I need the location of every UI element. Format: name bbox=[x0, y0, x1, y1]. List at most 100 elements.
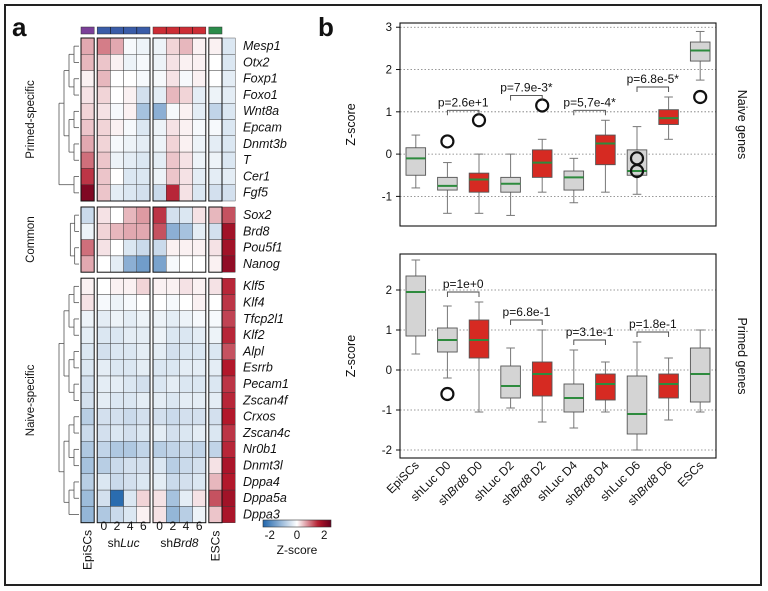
p-value-label: p=7.9e-3* bbox=[500, 80, 553, 94]
significance-bracket bbox=[510, 319, 543, 325]
panel-side-title: Naive genes bbox=[735, 90, 749, 160]
box bbox=[500, 176, 521, 193]
significance-bracket bbox=[573, 339, 606, 345]
significance-bracket bbox=[636, 331, 670, 337]
colorbar-tick: -2 bbox=[265, 530, 275, 542]
colorbar bbox=[262, 519, 332, 528]
row-group-label: Primed-specific bbox=[25, 80, 37, 159]
y-tick-label: 2 bbox=[386, 285, 392, 297]
column-group-bar bbox=[80, 26, 95, 35]
colorbar-label: Z-score bbox=[277, 543, 318, 557]
significance-bracket bbox=[636, 86, 670, 93]
gene-label: Dppa5a bbox=[243, 491, 287, 505]
y-axis-label: Z-score bbox=[344, 103, 358, 145]
significance-bracket bbox=[446, 291, 480, 297]
y-tick-label: -2 bbox=[382, 445, 392, 457]
gene-label: Zscan4c bbox=[242, 426, 291, 440]
column-group-bar bbox=[208, 26, 223, 35]
column-label-day: 6 bbox=[140, 519, 147, 533]
label-gene: Brd8 bbox=[173, 536, 199, 550]
heatmap-block-outline bbox=[96, 37, 151, 202]
panel-a-letter: a bbox=[12, 12, 27, 42]
outlier-point bbox=[629, 163, 645, 179]
gene-label: Klf4 bbox=[243, 296, 265, 310]
label-gene: Luc bbox=[120, 536, 139, 550]
y-tick-label: 0 bbox=[386, 365, 392, 377]
gene-label: Alpl bbox=[242, 344, 265, 358]
gene-label: Mesp1 bbox=[243, 39, 281, 53]
significance-bracket bbox=[446, 109, 480, 116]
label-prefix: sh bbox=[108, 536, 121, 550]
primed-genes-panel: -2 -1 0 1 2 Z-score Primed genes p=1e+0 p=6.8e-1… bbox=[344, 253, 749, 459]
heatmap-block-outline bbox=[208, 37, 223, 202]
box bbox=[595, 134, 616, 166]
gene-label: Dppa3 bbox=[243, 507, 280, 521]
heatmap-block-outline bbox=[96, 206, 151, 273]
p-value-label: p=1.8e-1 bbox=[629, 317, 677, 331]
box bbox=[531, 149, 553, 178]
column-label-day: 6 bbox=[196, 519, 203, 533]
column-label-day: 4 bbox=[127, 519, 134, 533]
column-label-episcs: EpiSCs bbox=[81, 530, 95, 570]
gene-label: Foxo1 bbox=[243, 88, 278, 102]
panel-side-title: Primed genes bbox=[735, 317, 749, 394]
y-tick-label: -1 bbox=[382, 405, 392, 417]
column-label-day: 2 bbox=[169, 519, 176, 533]
heatmap-block-outline bbox=[96, 277, 151, 524]
gene-label: Zscan4f bbox=[242, 393, 289, 407]
box bbox=[531, 361, 553, 397]
heatmap-block-outline bbox=[208, 206, 223, 273]
gene-label: Cer1 bbox=[243, 169, 270, 183]
column-label-escs: ESCs bbox=[208, 531, 222, 562]
y-tick-label: 1 bbox=[386, 107, 392, 119]
plot-frame bbox=[399, 253, 717, 459]
label-prefix: sh bbox=[160, 536, 173, 550]
gene-label: Crxos bbox=[243, 410, 276, 424]
y-tick-label: 2 bbox=[386, 65, 392, 77]
figure-frame bbox=[4, 4, 762, 586]
y-axis-label: Z-score bbox=[344, 335, 358, 377]
gene-label: Fgf5 bbox=[243, 186, 268, 200]
heatmap-block-outline bbox=[208, 277, 223, 524]
outlier-point bbox=[693, 89, 708, 105]
gene-label: Sox2 bbox=[243, 208, 272, 222]
box bbox=[563, 170, 585, 191]
heatmap-block-outline bbox=[80, 206, 95, 273]
column-label-day: 0 bbox=[156, 519, 163, 533]
gene-label: Nr0b1 bbox=[243, 442, 277, 456]
gene-label: Esrrb bbox=[243, 361, 273, 375]
gene-label: Otx2 bbox=[243, 55, 269, 69]
y-tick-label: 3 bbox=[386, 22, 392, 34]
gene-label: Nanog bbox=[243, 257, 280, 271]
y-tick-label: 0 bbox=[386, 149, 392, 161]
colorbar-tick: 0 bbox=[294, 530, 300, 542]
heatmap-block-outline bbox=[152, 206, 207, 273]
gene-label: Tfcp2l1 bbox=[243, 312, 284, 326]
colorbar-tick: 2 bbox=[321, 530, 327, 542]
gene-label: Wnt8a bbox=[243, 104, 279, 118]
significance-bracket bbox=[573, 109, 606, 116]
p-value-label: p=2.6e+1 bbox=[438, 95, 489, 109]
column-label-shluc: shLuc bbox=[108, 536, 140, 550]
heatmap-block-outline bbox=[80, 277, 95, 524]
box bbox=[595, 373, 616, 401]
box bbox=[468, 172, 490, 193]
column-label-day: 2 bbox=[114, 519, 121, 533]
gene-label: Pecam1 bbox=[243, 377, 289, 391]
gene-label: Klf5 bbox=[243, 279, 265, 293]
box bbox=[437, 176, 458, 191]
heatmap-block-outline bbox=[80, 37, 95, 202]
heatmap-block-outline bbox=[152, 277, 207, 524]
heatmap-block-outline bbox=[152, 37, 207, 202]
gene-label: Epcam bbox=[243, 121, 282, 135]
plot-frame bbox=[399, 22, 717, 227]
row-group-label: Naive-specific bbox=[25, 364, 37, 436]
column-label-day: 0 bbox=[100, 519, 107, 533]
y-tick-label: -1 bbox=[382, 191, 392, 203]
p-value-label: p=6.8e-5* bbox=[627, 72, 680, 86]
gene-label: T bbox=[243, 153, 252, 167]
significance-bracket bbox=[510, 95, 543, 101]
box bbox=[626, 375, 648, 435]
